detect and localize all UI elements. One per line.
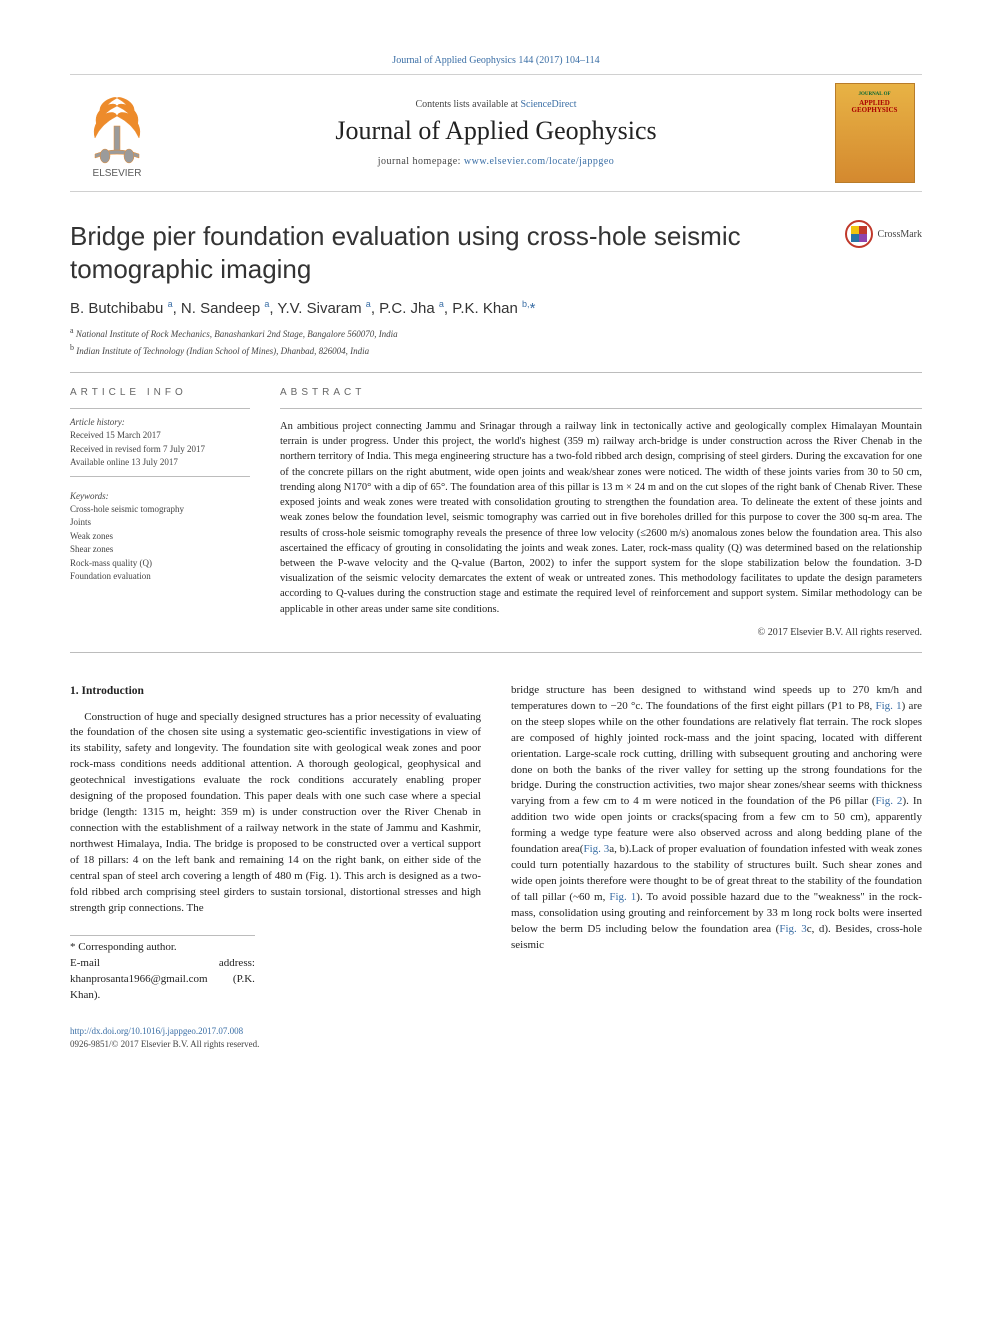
abstract-text: An ambitious project connecting Jammu an… bbox=[280, 419, 922, 617]
keyword-line: Joints bbox=[70, 516, 250, 530]
divider bbox=[70, 372, 922, 373]
body-text: Construction of huge and specially desig… bbox=[70, 711, 481, 882]
figure-link[interactable]: Fig. 1 bbox=[609, 891, 636, 903]
cover-line2: APPLIED GEOPHYSICS bbox=[840, 100, 910, 115]
body-paragraph: bridge structure has been designed to wi… bbox=[511, 683, 922, 954]
keyword-line: Shear zones bbox=[70, 543, 250, 557]
history-line: Received 15 March 2017 bbox=[70, 429, 250, 443]
keyword-line: Rock-mass quality (Q) bbox=[70, 557, 250, 571]
figure-link[interactable]: Fig. 3 bbox=[583, 843, 609, 855]
svg-text:ELSEVIER: ELSEVIER bbox=[93, 168, 142, 179]
doi-block: http://dx.doi.org/10.1016/j.jappgeo.2017… bbox=[70, 1025, 922, 1050]
homepage-link[interactable]: www.elsevier.com/locate/jappgeo bbox=[464, 156, 614, 167]
running-head-link[interactable]: Journal of Applied Geophysics 144 (2017)… bbox=[392, 55, 599, 66]
elsevier-logo: ELSEVIER bbox=[70, 83, 165, 183]
sciencedirect-link[interactable]: ScienceDirect bbox=[520, 99, 576, 110]
affiliations: a National Institute of Rock Mechanics, … bbox=[70, 325, 922, 358]
figure-link[interactable]: Fig. 2 bbox=[876, 795, 903, 807]
elsevier-tree-icon: ELSEVIER bbox=[75, 86, 160, 181]
email-line: E-mail address: khanprosanta1966@gmail.c… bbox=[70, 956, 255, 1004]
journal-header: ELSEVIER Contents lists available at Sci… bbox=[70, 74, 922, 192]
body-paragraph: Construction of huge and specially desig… bbox=[70, 710, 481, 917]
figure-link[interactable]: Fig. 1 bbox=[875, 700, 901, 712]
body-text: ) are on the steep slopes while on the o… bbox=[511, 700, 922, 808]
affiliation-line: a National Institute of Rock Mechanics, … bbox=[70, 325, 922, 342]
homepage-line: journal homepage: www.elsevier.com/locat… bbox=[175, 156, 817, 167]
cover-line1: JOURNAL OF bbox=[858, 92, 890, 98]
header-center: Contents lists available at ScienceDirec… bbox=[165, 83, 827, 183]
keywords-label: Keywords: bbox=[70, 491, 250, 501]
figure-link[interactable]: Fig. 3 bbox=[779, 923, 806, 935]
keyword-line: Weak zones bbox=[70, 530, 250, 544]
history-label: Article history: bbox=[70, 417, 250, 427]
short-divider bbox=[70, 408, 250, 409]
crossmark-icon bbox=[845, 220, 873, 248]
author-line: B. Butchibabu a, N. Sandeep a, Y.V. Siva… bbox=[70, 299, 922, 317]
history-line: Received in revised form 7 July 2017 bbox=[70, 443, 250, 457]
contents-prefix: Contents lists available at bbox=[415, 99, 520, 110]
divider bbox=[70, 652, 922, 653]
crossmark-badge[interactable]: CrossMark bbox=[845, 220, 922, 248]
keyword-line: Cross-hole seismic tomography bbox=[70, 503, 250, 517]
journal-cover: JOURNAL OF APPLIED GEOPHYSICS bbox=[827, 83, 922, 183]
issn-line: 0926-9851/© 2017 Elsevier B.V. All right… bbox=[70, 1039, 259, 1049]
copyright-line: © 2017 Elsevier B.V. All rights reserved… bbox=[280, 627, 922, 638]
figure-link[interactable]: Fig. 1 bbox=[309, 870, 335, 882]
article-title: Bridge pier foundation evaluation using … bbox=[70, 220, 800, 285]
journal-name: Journal of Applied Geophysics bbox=[175, 116, 817, 146]
contents-line: Contents lists available at ScienceDirec… bbox=[175, 99, 817, 110]
crossmark-label: CrossMark bbox=[878, 229, 922, 240]
history-line: Available online 13 July 2017 bbox=[70, 456, 250, 470]
email-link[interactable]: khanprosanta1966@gmail.com bbox=[70, 973, 208, 985]
affiliation-line: b Indian Institute of Technology (Indian… bbox=[70, 342, 922, 359]
divider bbox=[280, 408, 922, 409]
email-label: E-mail address: bbox=[70, 957, 255, 969]
corresponding-author-note: * Corresponding author. bbox=[70, 940, 255, 956]
abstract-column: ABSTRACT An ambitious project connecting… bbox=[280, 387, 922, 638]
article-info-column: ARTICLE INFO Article history: Received 1… bbox=[70, 387, 250, 638]
abstract-head: ABSTRACT bbox=[280, 387, 922, 398]
footnote-block: * Corresponding author. E-mail address: … bbox=[70, 935, 255, 1004]
running-head: Journal of Applied Geophysics 144 (2017)… bbox=[70, 55, 922, 66]
keyword-line: Foundation evaluation bbox=[70, 570, 250, 584]
section-heading: 1. Introduction bbox=[70, 683, 481, 700]
body-text: bridge structure has been designed to wi… bbox=[511, 684, 922, 712]
homepage-prefix: journal homepage: bbox=[378, 156, 464, 167]
article-info-head: ARTICLE INFO bbox=[70, 387, 250, 398]
doi-link[interactable]: http://dx.doi.org/10.1016/j.jappgeo.2017… bbox=[70, 1026, 243, 1036]
short-divider bbox=[70, 476, 250, 477]
